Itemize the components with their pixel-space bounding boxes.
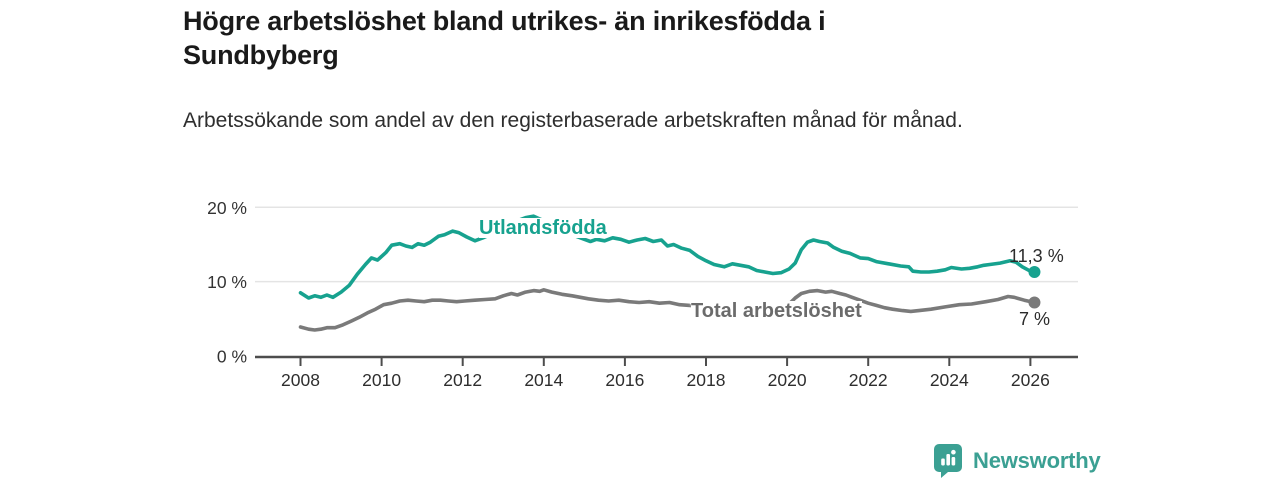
chart-title: Högre arbetslöshet bland utrikes- än inr… [183, 6, 826, 70]
series-label-total-arbetsloshet: Total arbetslöshet [691, 300, 862, 322]
x-axis-tick-label: 2016 [605, 370, 644, 390]
series-end-dot [1028, 296, 1041, 309]
x-axis-tick-label: 2018 [687, 370, 726, 390]
series-line-total-arbetsl-shet [298, 288, 1037, 332]
end-value-label-utlandsfodda: 11,3 % [1009, 246, 1064, 266]
series-line-utlandsf-dda [298, 214, 1037, 300]
end-value-label-total: 7 % [1019, 309, 1051, 329]
chart-subtitle: Arbetssökande som andel av den registerb… [183, 109, 963, 132]
series-label-utlandsfodda: Utlandsfödda [479, 217, 607, 239]
x-axis-tick-label: 2020 [768, 370, 807, 390]
y-axis-tick-label: 10 % [207, 272, 247, 292]
y-axis-tick-label: 0 % [217, 347, 247, 367]
x-axis-tick-label: 2010 [362, 370, 401, 390]
y-axis-tick-label: 20 % [207, 198, 247, 218]
x-axis-tick-label: 2026 [1011, 370, 1050, 390]
newsworthy-logo[interactable]: Newsworthy [934, 444, 1101, 478]
bar-chart-speech-bubble-icon [934, 444, 962, 478]
x-axis-tick-label: 2024 [930, 370, 969, 390]
x-axis-tick-label: 2008 [281, 370, 320, 390]
x-axis-tick-label: 2022 [849, 370, 888, 390]
x-axis-tick-label: 2014 [524, 370, 563, 390]
series-end-dot [1028, 265, 1041, 278]
newsworthy-wordmark: Newsworthy [973, 448, 1101, 473]
x-axis-tick-label: 2012 [443, 370, 482, 390]
